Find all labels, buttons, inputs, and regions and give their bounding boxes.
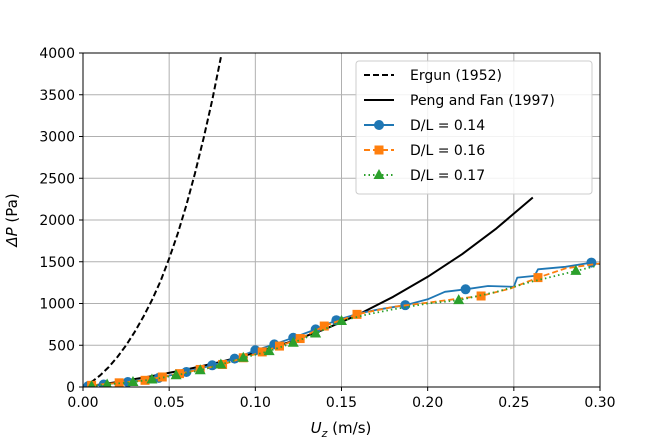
legend-label: D/L = 0.16 bbox=[410, 143, 485, 159]
series-layer bbox=[83, 57, 600, 387]
data-point bbox=[237, 351, 249, 362]
data-point bbox=[146, 373, 158, 384]
data-point bbox=[127, 375, 139, 386]
x-axis-label-subscript: z bbox=[321, 427, 328, 440]
y-tick-label: 2000 bbox=[39, 213, 75, 229]
x-tick-label: 0.25 bbox=[498, 395, 529, 411]
legend-label: D/L = 0.17 bbox=[410, 168, 485, 184]
data-point bbox=[586, 257, 597, 268]
data-point bbox=[336, 315, 347, 326]
data-point bbox=[229, 353, 240, 364]
legend-label: Peng and Fan (1997) bbox=[410, 93, 555, 109]
data-point bbox=[570, 264, 582, 275]
data-point bbox=[215, 358, 227, 369]
x-tick-label: 0.00 bbox=[67, 395, 98, 411]
y-tick-label: 3000 bbox=[39, 130, 75, 146]
data-point bbox=[170, 369, 182, 380]
data-point bbox=[157, 372, 167, 382]
y-tick-label: 4000 bbox=[39, 46, 75, 62]
legend-item-4: D/L = 0.17 bbox=[364, 168, 485, 184]
legend-marker bbox=[373, 169, 385, 179]
legend-box bbox=[355, 60, 593, 195]
y-tick-label: 1000 bbox=[39, 297, 75, 313]
x-tick-label: 0.30 bbox=[584, 395, 615, 411]
data-point bbox=[319, 321, 329, 331]
legend-item-3: D/L = 0.16 bbox=[364, 143, 485, 159]
y-axis-label: ΔP (Pa) bbox=[3, 193, 21, 247]
data-point bbox=[453, 294, 465, 305]
data-point bbox=[533, 273, 543, 283]
x-axis-label-symbol: U bbox=[311, 419, 322, 437]
x-tick-label: 0.10 bbox=[240, 395, 271, 411]
y-tick-label: 3500 bbox=[39, 88, 75, 104]
legend-marker bbox=[374, 120, 384, 130]
data-point bbox=[460, 284, 471, 295]
x-tick-label: 0.15 bbox=[326, 395, 357, 411]
data-point bbox=[87, 380, 96, 387]
data-point bbox=[287, 336, 299, 347]
data-point bbox=[310, 327, 322, 338]
legend-item-0: Ergun (1952) bbox=[364, 68, 502, 84]
y-tick-label: 0 bbox=[66, 380, 75, 396]
y-axis-label-symbol: ΔP bbox=[3, 226, 21, 247]
axis-ticks: 0.00 0.05 0.10 0.15 0.20 0.25 0.30 0 500 1000 1500… bbox=[39, 46, 615, 411]
y-axis-label-unit: (Pa) bbox=[3, 193, 21, 227]
data-point bbox=[352, 309, 362, 319]
data-point bbox=[194, 364, 206, 375]
legend-item-1: Peng and Fan (1997) bbox=[364, 93, 555, 109]
y-tick-label: 1500 bbox=[39, 255, 75, 271]
data-point bbox=[257, 347, 267, 357]
legend-marker bbox=[374, 145, 384, 155]
x-axis-label: Uz (m/s) bbox=[311, 419, 372, 440]
data-point bbox=[263, 345, 275, 356]
legend: Ergun (1952) Peng and Fan (1997) D/L = 0.1… bbox=[355, 60, 593, 195]
legend-label: Ergun (1952) bbox=[410, 68, 502, 84]
x-tick-label: 0.05 bbox=[154, 395, 185, 411]
series-4 bbox=[87, 264, 597, 387]
series-0 bbox=[83, 57, 222, 387]
legend-label: D/L = 0.14 bbox=[410, 118, 485, 134]
data-point bbox=[175, 369, 185, 379]
data-point bbox=[295, 334, 305, 344]
data-point bbox=[274, 341, 284, 351]
y-tick-label: 500 bbox=[48, 338, 75, 354]
y-tick-label: 2500 bbox=[39, 171, 75, 187]
data-point bbox=[102, 378, 112, 387]
series-line bbox=[83, 57, 222, 387]
x-tick-label: 0.20 bbox=[412, 395, 443, 411]
legend-item-2: D/L = 0.14 bbox=[364, 118, 485, 134]
x-axis-label-unit: (m/s) bbox=[327, 419, 371, 437]
data-point bbox=[140, 375, 150, 385]
